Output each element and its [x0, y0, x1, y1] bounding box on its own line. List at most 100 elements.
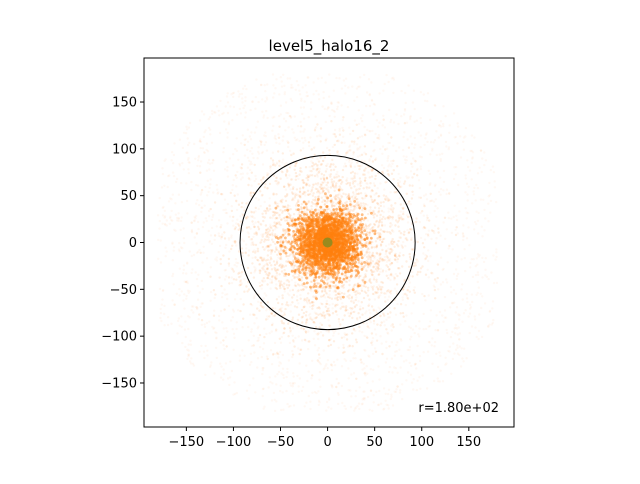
particle-point [317, 208, 320, 212]
particle-point [291, 217, 295, 220]
particle-point [341, 202, 344, 205]
particle-point [280, 266, 283, 269]
particle-point [272, 192, 275, 195]
particle-point [353, 284, 356, 287]
particle-point [477, 273, 480, 277]
particle-point [456, 142, 459, 145]
particle-point [363, 290, 366, 293]
particle-point [327, 312, 330, 316]
particle-point [371, 292, 375, 296]
particle-point [336, 101, 339, 104]
particle-point [384, 270, 388, 273]
particle-point [414, 264, 417, 267]
particle-point [422, 214, 425, 217]
particle-point [264, 228, 268, 232]
particle-point [433, 209, 436, 213]
particle-point [326, 367, 329, 370]
particle-point [187, 353, 191, 356]
particle-point [254, 95, 257, 99]
particle-point [382, 205, 386, 208]
particle-point [368, 159, 371, 163]
particle-point [261, 98, 264, 101]
particle-point [289, 217, 292, 220]
particle-point [391, 218, 394, 221]
particle-point [360, 164, 363, 167]
particle-point [406, 238, 409, 242]
particle-point [292, 339, 295, 342]
particle-point [373, 198, 377, 202]
particle-point [279, 280, 283, 283]
particle-point [296, 200, 300, 204]
particle-point [378, 216, 382, 219]
particle-point [283, 313, 286, 316]
particle-point [493, 186, 497, 189]
particle-point [161, 289, 165, 293]
particle-point [312, 337, 315, 340]
particle-point [369, 258, 372, 262]
particle-point [476, 271, 480, 274]
particle-point [269, 243, 272, 247]
particle-point [400, 115, 403, 118]
particle-point [445, 328, 448, 332]
particle-point [324, 120, 327, 124]
particle-point [177, 248, 181, 251]
particle-point [241, 134, 244, 137]
particle-point [286, 140, 289, 143]
particle-point [279, 200, 282, 203]
particle-point [381, 281, 385, 284]
particle-point [290, 83, 293, 87]
particle-point [357, 200, 360, 204]
particle-point [330, 383, 333, 387]
particle-point [222, 254, 225, 257]
particle-point [249, 271, 253, 275]
particle-point [326, 283, 329, 286]
particle-point [331, 182, 334, 185]
particle-point [478, 166, 481, 169]
particle-point [192, 253, 196, 257]
particle-point [341, 188, 344, 192]
particle-point [413, 221, 416, 224]
particle-point [244, 99, 247, 103]
particle-point [439, 133, 443, 136]
particle-point [351, 307, 354, 310]
particle-point [325, 329, 328, 333]
particle-point [241, 251, 244, 255]
particle-point [373, 328, 377, 331]
particle-point [259, 304, 262, 307]
particle-point [247, 397, 250, 400]
particle-point [365, 310, 368, 313]
particle-point [360, 403, 364, 406]
particle-point [275, 248, 279, 251]
particle-point [295, 295, 299, 298]
particle-point [364, 374, 367, 377]
particle-point [340, 285, 343, 288]
particle-point [396, 260, 399, 264]
particle-point [319, 272, 322, 276]
particle-point [395, 343, 398, 347]
particle-point [368, 231, 372, 234]
particle-point [209, 133, 212, 136]
particle-point [472, 190, 475, 193]
particle-point [363, 398, 366, 401]
particle-point [280, 266, 283, 269]
particle-point [257, 300, 260, 303]
particle-point [291, 349, 294, 353]
particle-point [343, 292, 346, 295]
particle-point [470, 325, 474, 328]
particle-point [221, 321, 224, 324]
particle-point [390, 261, 393, 265]
particle-point [438, 153, 441, 156]
particle-point [232, 240, 235, 243]
particle-point [290, 278, 293, 282]
particle-point [305, 318, 308, 322]
particle-point [301, 192, 304, 196]
particle-point [393, 390, 396, 393]
particle-point [369, 206, 372, 209]
particle-point [388, 306, 391, 310]
particle-point [330, 363, 333, 366]
particle-point [346, 150, 349, 153]
particle-point [397, 172, 400, 176]
particle-point [304, 194, 307, 197]
particle-point [382, 215, 385, 219]
particle-point [389, 248, 392, 251]
